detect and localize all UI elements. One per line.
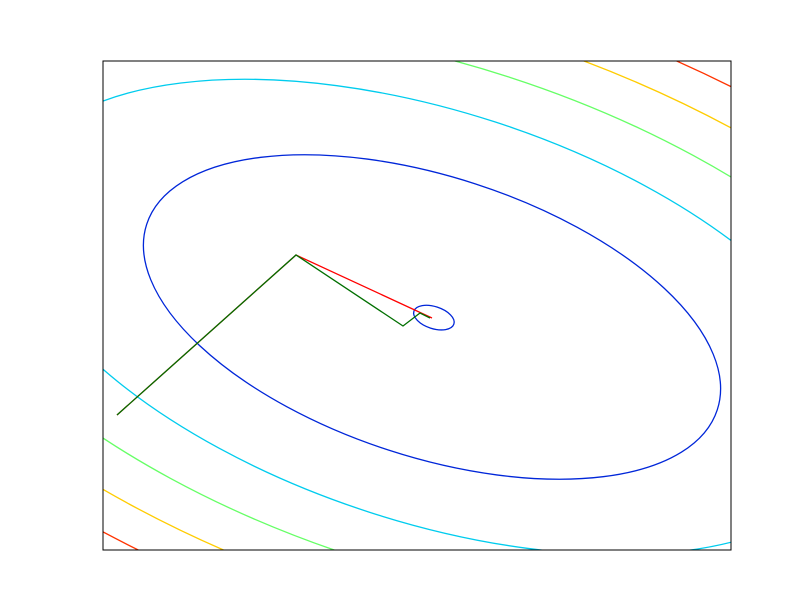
contour-line — [142, 154, 722, 480]
axes-frame — [102, 60, 732, 551]
optimizer-path — [116, 254, 431, 416]
contour-line — [412, 304, 455, 331]
